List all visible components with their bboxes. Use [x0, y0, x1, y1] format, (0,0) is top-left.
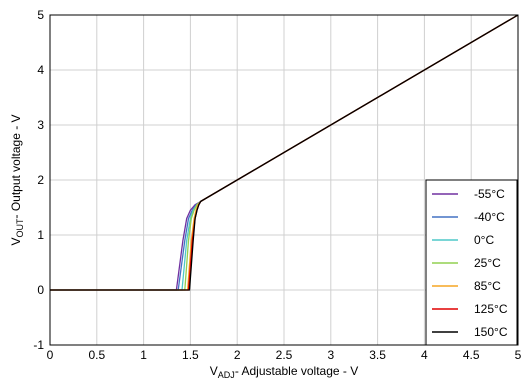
- y-tick-label: 5: [37, 8, 44, 22]
- x-tick-label: 2.5: [276, 348, 293, 362]
- x-tick-label: 0: [47, 348, 54, 362]
- series-line: [50, 14, 519, 291]
- legend-label: -55°C: [474, 187, 505, 201]
- y-tick-label: 2: [37, 173, 44, 187]
- legend-label: 0°C: [474, 233, 494, 247]
- x-tick-label: 2: [234, 348, 241, 362]
- x-tick-label: 0.5: [88, 348, 105, 362]
- x-axis-ticks: 0 0.5 1 1.5 2 2.5 3 3.5 4 4.5 5: [47, 348, 521, 362]
- y-axis-label: VOUT- Output voltage - V: [9, 114, 25, 245]
- x-tick-label: 1.5: [182, 348, 199, 362]
- y-tick-label: 0: [37, 283, 44, 297]
- y-axis-ticks: -1 0 1 2 3 4 5: [33, 8, 44, 352]
- y-tick-label: 4: [37, 63, 44, 77]
- plot-frame: [49, 14, 519, 346]
- x-tick-label: 5: [515, 348, 521, 362]
- legend-label: 125°C: [474, 302, 508, 316]
- y-tick-label: 1: [37, 228, 44, 242]
- x-tick-label: 4.5: [463, 348, 480, 362]
- series-lines: [50, 14, 519, 291]
- legend-label: -40°C: [474, 210, 505, 224]
- x-axis-label: VADJ- Adjustable voltage - V: [210, 364, 358, 380]
- legend: -55°C -40°C 0°C 25°C 85°C 125°C 150°C: [425, 179, 518, 346]
- legend-label: 25°C: [474, 256, 501, 270]
- y-tick-label: -1: [33, 338, 44, 352]
- x-tick-label: 3: [327, 348, 334, 362]
- x-tick-label: 4: [421, 348, 428, 362]
- legend-label: 150°C: [474, 325, 508, 339]
- y-tick-label: 3: [37, 118, 44, 132]
- legend-label: 85°C: [474, 279, 501, 293]
- x-tick-label: 3.5: [369, 348, 386, 362]
- x-tick-label: 1: [140, 348, 147, 362]
